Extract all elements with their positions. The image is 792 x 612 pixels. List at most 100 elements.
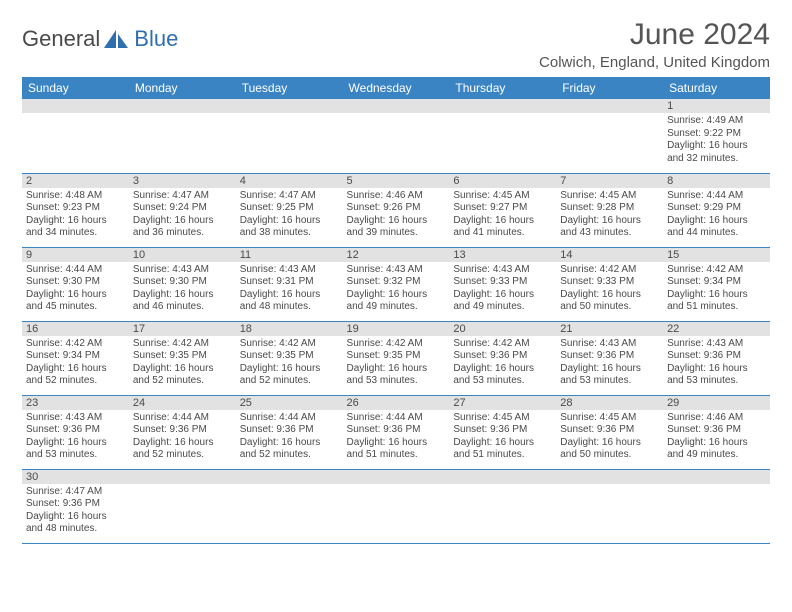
day-number <box>129 470 236 484</box>
day-cell: 18Sunrise: 4:42 AMSunset: 9:35 PMDayligh… <box>236 321 343 395</box>
day-cell: 2Sunrise: 4:48 AMSunset: 9:23 PMDaylight… <box>22 173 129 247</box>
day-content: Sunrise: 4:45 AMSunset: 9:36 PMDaylight:… <box>556 410 663 464</box>
sunset-text: Sunset: 9:35 PM <box>240 350 339 363</box>
day-number <box>22 99 129 113</box>
weekday-header: Thursday <box>449 77 556 99</box>
day-cell <box>129 469 236 543</box>
daylight-text: Daylight: 16 hours and 48 minutes. <box>26 511 125 536</box>
day-content: Sunrise: 4:44 AMSunset: 9:36 PMDaylight:… <box>129 410 236 464</box>
day-content: Sunrise: 4:42 AMSunset: 9:35 PMDaylight:… <box>343 336 450 390</box>
sunrise-text: Sunrise: 4:45 AM <box>453 190 552 203</box>
day-number: 18 <box>236 322 343 336</box>
day-cell: 7Sunrise: 4:45 AMSunset: 9:28 PMDaylight… <box>556 173 663 247</box>
sunrise-text: Sunrise: 4:43 AM <box>240 264 339 277</box>
day-content: Sunrise: 4:47 AMSunset: 9:36 PMDaylight:… <box>22 484 129 538</box>
weekday-header: Monday <box>129 77 236 99</box>
day-content: Sunrise: 4:45 AMSunset: 9:27 PMDaylight:… <box>449 188 556 242</box>
daylight-text: Daylight: 16 hours and 50 minutes. <box>560 289 659 314</box>
sunset-text: Sunset: 9:33 PM <box>560 276 659 289</box>
day-number: 26 <box>343 396 450 410</box>
day-cell: 27Sunrise: 4:45 AMSunset: 9:36 PMDayligh… <box>449 395 556 469</box>
day-content: Sunrise: 4:43 AMSunset: 9:33 PMDaylight:… <box>449 262 556 316</box>
day-content: Sunrise: 4:42 AMSunset: 9:34 PMDaylight:… <box>663 262 770 316</box>
day-number: 12 <box>343 248 450 262</box>
day-number: 3 <box>129 174 236 188</box>
day-content <box>449 113 556 167</box>
day-cell: 30Sunrise: 4:47 AMSunset: 9:36 PMDayligh… <box>22 469 129 543</box>
daylight-text: Daylight: 16 hours and 49 minutes. <box>347 289 446 314</box>
sunrise-text: Sunrise: 4:43 AM <box>26 412 125 425</box>
daylight-text: Daylight: 16 hours and 51 minutes. <box>667 289 766 314</box>
sunset-text: Sunset: 9:35 PM <box>133 350 232 363</box>
day-content <box>556 484 663 538</box>
day-content: Sunrise: 4:43 AMSunset: 9:32 PMDaylight:… <box>343 262 450 316</box>
day-number <box>343 470 450 484</box>
day-cell: 25Sunrise: 4:44 AMSunset: 9:36 PMDayligh… <box>236 395 343 469</box>
day-number: 7 <box>556 174 663 188</box>
day-cell: 14Sunrise: 4:42 AMSunset: 9:33 PMDayligh… <box>556 247 663 321</box>
sunrise-text: Sunrise: 4:42 AM <box>133 338 232 351</box>
day-content: Sunrise: 4:44 AMSunset: 9:30 PMDaylight:… <box>22 262 129 316</box>
day-content: Sunrise: 4:42 AMSunset: 9:36 PMDaylight:… <box>449 336 556 390</box>
sunset-text: Sunset: 9:26 PM <box>347 202 446 215</box>
day-cell: 28Sunrise: 4:45 AMSunset: 9:36 PMDayligh… <box>556 395 663 469</box>
day-number <box>663 470 770 484</box>
day-number: 11 <box>236 248 343 262</box>
day-number: 4 <box>236 174 343 188</box>
day-content: Sunrise: 4:43 AMSunset: 9:30 PMDaylight:… <box>129 262 236 316</box>
day-content: Sunrise: 4:47 AMSunset: 9:24 PMDaylight:… <box>129 188 236 242</box>
day-cell <box>22 99 129 173</box>
day-content: Sunrise: 4:44 AMSunset: 9:36 PMDaylight:… <box>236 410 343 464</box>
day-number: 19 <box>343 322 450 336</box>
day-content: Sunrise: 4:44 AMSunset: 9:36 PMDaylight:… <box>343 410 450 464</box>
sail-icon <box>102 28 132 50</box>
day-cell: 5Sunrise: 4:46 AMSunset: 9:26 PMDaylight… <box>343 173 450 247</box>
day-cell: 4Sunrise: 4:47 AMSunset: 9:25 PMDaylight… <box>236 173 343 247</box>
day-cell: 8Sunrise: 4:44 AMSunset: 9:29 PMDaylight… <box>663 173 770 247</box>
day-number <box>129 99 236 113</box>
daylight-text: Daylight: 16 hours and 53 minutes. <box>560 363 659 388</box>
weekday-header: Sunday <box>22 77 129 99</box>
sunset-text: Sunset: 9:36 PM <box>667 350 766 363</box>
day-number: 23 <box>22 396 129 410</box>
sunset-text: Sunset: 9:36 PM <box>240 424 339 437</box>
daylight-text: Daylight: 16 hours and 45 minutes. <box>26 289 125 314</box>
location: Colwich, England, United Kingdom <box>539 54 770 71</box>
sunrise-text: Sunrise: 4:46 AM <box>347 190 446 203</box>
day-content: Sunrise: 4:43 AMSunset: 9:36 PMDaylight:… <box>22 410 129 464</box>
day-cell: 15Sunrise: 4:42 AMSunset: 9:34 PMDayligh… <box>663 247 770 321</box>
weekday-header: Friday <box>556 77 663 99</box>
sunrise-text: Sunrise: 4:42 AM <box>347 338 446 351</box>
day-content <box>343 484 450 538</box>
day-cell <box>129 99 236 173</box>
weekday-header: Tuesday <box>236 77 343 99</box>
sunrise-text: Sunrise: 4:47 AM <box>133 190 232 203</box>
sunrise-text: Sunrise: 4:42 AM <box>26 338 125 351</box>
day-content <box>129 484 236 538</box>
day-number: 21 <box>556 322 663 336</box>
day-cell <box>236 469 343 543</box>
daylight-text: Daylight: 16 hours and 41 minutes. <box>453 215 552 240</box>
daylight-text: Daylight: 16 hours and 52 minutes. <box>240 437 339 462</box>
day-cell: 16Sunrise: 4:42 AMSunset: 9:34 PMDayligh… <box>22 321 129 395</box>
day-cell <box>343 469 450 543</box>
week-row: 2Sunrise: 4:48 AMSunset: 9:23 PMDaylight… <box>22 173 770 247</box>
sunset-text: Sunset: 9:24 PM <box>133 202 232 215</box>
sunrise-text: Sunrise: 4:49 AM <box>667 115 766 128</box>
day-number <box>449 470 556 484</box>
day-cell: 22Sunrise: 4:43 AMSunset: 9:36 PMDayligh… <box>663 321 770 395</box>
day-content: Sunrise: 4:47 AMSunset: 9:25 PMDaylight:… <box>236 188 343 242</box>
daylight-text: Daylight: 16 hours and 53 minutes. <box>347 363 446 388</box>
daylight-text: Daylight: 16 hours and 52 minutes. <box>133 437 232 462</box>
day-number: 22 <box>663 322 770 336</box>
day-cell: 10Sunrise: 4:43 AMSunset: 9:30 PMDayligh… <box>129 247 236 321</box>
month-title: June 2024 <box>539 18 770 52</box>
day-number: 28 <box>556 396 663 410</box>
day-number: 20 <box>449 322 556 336</box>
day-content <box>556 113 663 167</box>
sunset-text: Sunset: 9:27 PM <box>453 202 552 215</box>
day-number: 5 <box>343 174 450 188</box>
sunset-text: Sunset: 9:36 PM <box>560 350 659 363</box>
sunset-text: Sunset: 9:31 PM <box>240 276 339 289</box>
day-number: 8 <box>663 174 770 188</box>
